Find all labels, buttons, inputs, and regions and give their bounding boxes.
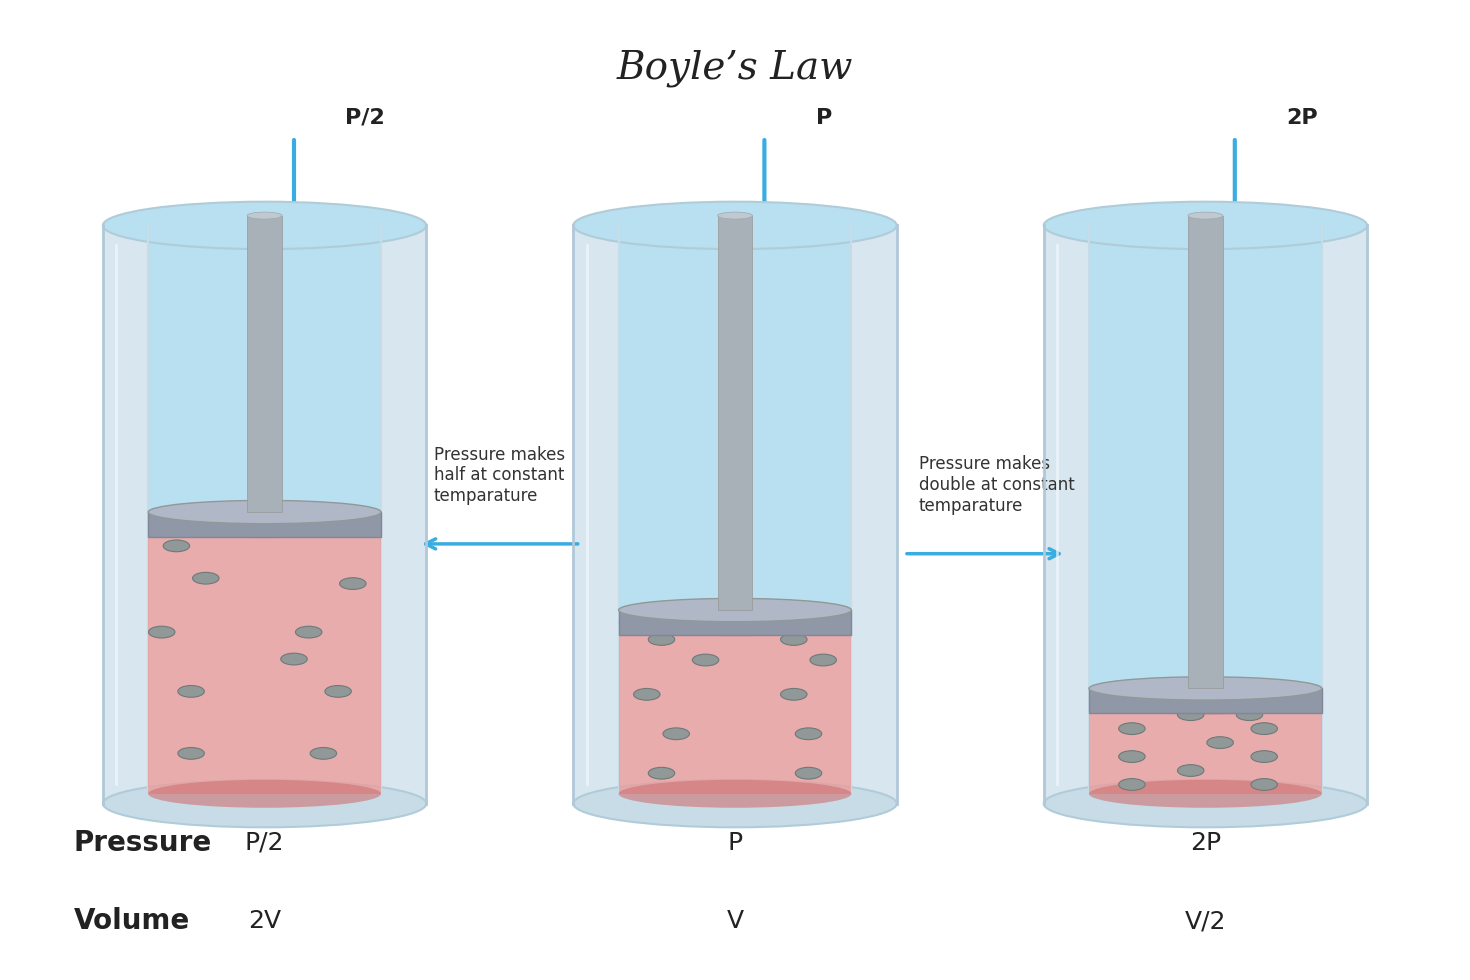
Ellipse shape	[573, 202, 897, 249]
Ellipse shape	[619, 780, 851, 808]
Ellipse shape	[310, 748, 337, 760]
FancyBboxPatch shape	[851, 225, 897, 804]
Ellipse shape	[1177, 709, 1204, 720]
Ellipse shape	[634, 688, 660, 700]
Ellipse shape	[103, 780, 426, 827]
Text: P/2: P/2	[245, 831, 284, 855]
FancyBboxPatch shape	[148, 524, 381, 794]
Text: P: P	[816, 108, 832, 127]
Text: V/2: V/2	[1185, 909, 1226, 933]
Text: 2V: 2V	[248, 909, 281, 933]
Ellipse shape	[1044, 780, 1367, 827]
FancyBboxPatch shape	[148, 225, 381, 804]
Ellipse shape	[103, 202, 426, 249]
Ellipse shape	[1236, 709, 1263, 720]
Ellipse shape	[295, 626, 322, 638]
Text: Pressure makes
double at constant
temparature: Pressure makes double at constant tempar…	[919, 456, 1075, 514]
Text: P: P	[728, 831, 742, 855]
Ellipse shape	[619, 599, 851, 621]
Ellipse shape	[1119, 751, 1145, 762]
Text: Volume: Volume	[74, 907, 190, 935]
Ellipse shape	[178, 686, 204, 698]
Ellipse shape	[148, 501, 381, 523]
Text: 2P: 2P	[1189, 831, 1222, 855]
FancyBboxPatch shape	[1089, 688, 1322, 713]
FancyBboxPatch shape	[1322, 225, 1367, 804]
Ellipse shape	[1251, 778, 1277, 790]
Ellipse shape	[1251, 723, 1277, 735]
Ellipse shape	[148, 626, 175, 638]
Ellipse shape	[795, 728, 822, 740]
Ellipse shape	[148, 780, 381, 808]
Ellipse shape	[1177, 764, 1204, 776]
Ellipse shape	[1089, 687, 1322, 714]
Text: Pressure makes
half at constant
temparature: Pressure makes half at constant temparat…	[434, 446, 564, 505]
Text: 2P: 2P	[1286, 108, 1319, 127]
Ellipse shape	[781, 688, 807, 700]
FancyBboxPatch shape	[1188, 216, 1223, 688]
FancyBboxPatch shape	[381, 225, 426, 804]
Ellipse shape	[1251, 751, 1277, 762]
FancyBboxPatch shape	[717, 216, 753, 610]
FancyBboxPatch shape	[619, 235, 851, 622]
Ellipse shape	[163, 540, 190, 552]
FancyBboxPatch shape	[103, 225, 148, 804]
Text: Pressure: Pressure	[74, 829, 212, 857]
FancyBboxPatch shape	[1089, 701, 1322, 794]
Ellipse shape	[717, 212, 753, 220]
Text: P/2: P/2	[345, 108, 385, 127]
Ellipse shape	[573, 780, 897, 827]
Text: V: V	[726, 909, 744, 933]
Ellipse shape	[795, 767, 822, 779]
FancyBboxPatch shape	[1089, 235, 1322, 701]
Ellipse shape	[810, 655, 836, 666]
FancyBboxPatch shape	[1044, 225, 1089, 804]
Text: Boyle’s Law: Boyle’s Law	[617, 50, 853, 87]
FancyBboxPatch shape	[148, 512, 381, 537]
FancyBboxPatch shape	[619, 610, 851, 635]
Ellipse shape	[1044, 202, 1367, 249]
Ellipse shape	[325, 686, 351, 698]
Ellipse shape	[178, 748, 204, 760]
Ellipse shape	[648, 767, 675, 779]
Ellipse shape	[193, 572, 219, 584]
Ellipse shape	[619, 609, 851, 636]
Ellipse shape	[1089, 677, 1322, 700]
Ellipse shape	[1188, 212, 1223, 220]
Ellipse shape	[781, 633, 807, 645]
Ellipse shape	[1119, 723, 1145, 735]
Ellipse shape	[281, 653, 307, 664]
FancyBboxPatch shape	[619, 622, 851, 794]
Ellipse shape	[247, 212, 282, 220]
Ellipse shape	[148, 511, 381, 538]
FancyBboxPatch shape	[1089, 225, 1322, 804]
Ellipse shape	[663, 728, 689, 740]
Ellipse shape	[1089, 780, 1322, 808]
Ellipse shape	[1207, 737, 1233, 749]
FancyBboxPatch shape	[247, 216, 282, 512]
FancyBboxPatch shape	[573, 225, 619, 804]
Ellipse shape	[692, 655, 719, 666]
FancyBboxPatch shape	[148, 235, 381, 524]
Ellipse shape	[340, 577, 366, 589]
FancyBboxPatch shape	[619, 225, 851, 804]
Ellipse shape	[1119, 778, 1145, 790]
Ellipse shape	[648, 633, 675, 645]
